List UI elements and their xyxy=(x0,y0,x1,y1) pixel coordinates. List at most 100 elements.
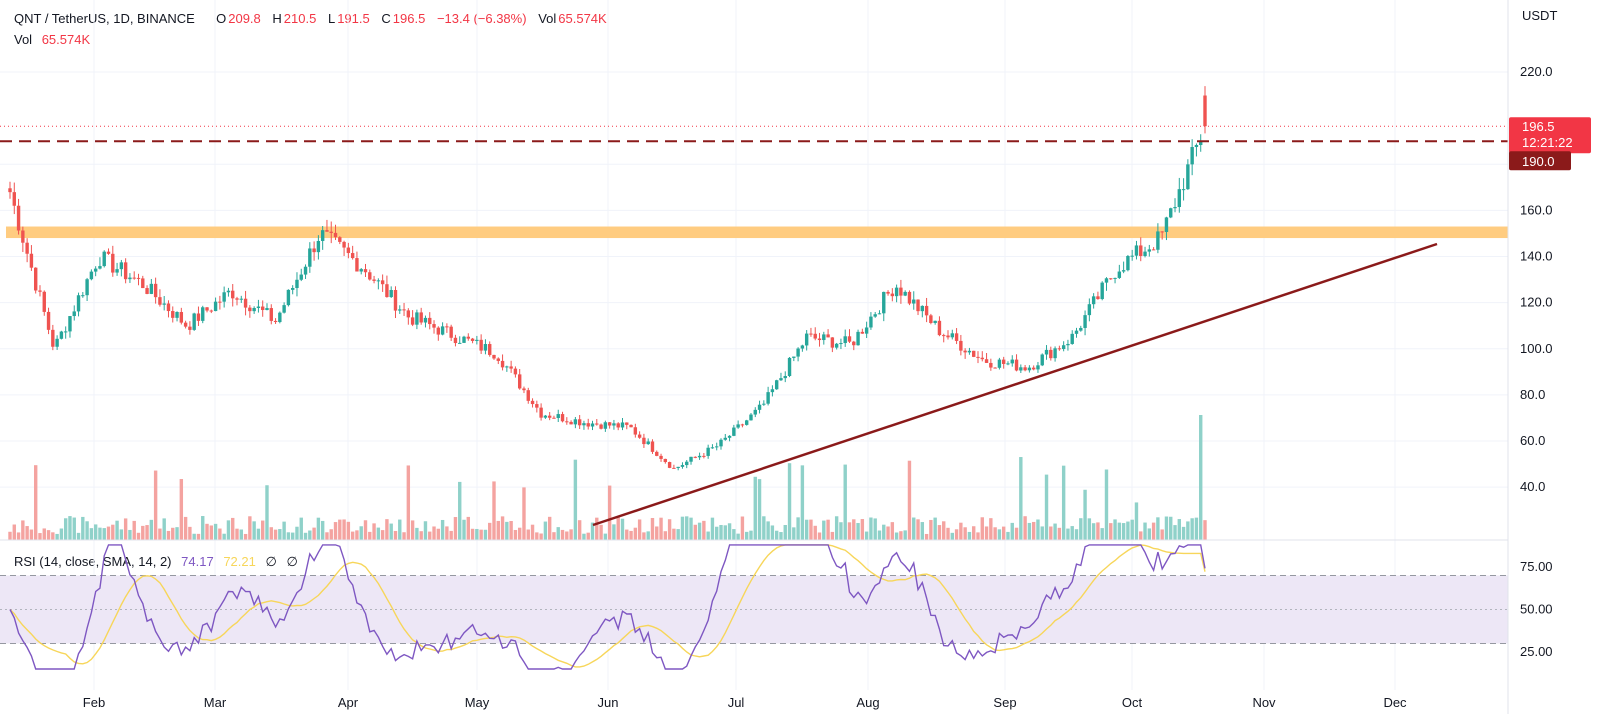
volume-bar xyxy=(488,522,492,540)
candle-body xyxy=(235,298,239,300)
volume-bar xyxy=(235,528,239,540)
candle-body xyxy=(402,309,406,311)
volume-bar xyxy=(603,533,608,540)
volume-bar xyxy=(697,522,702,540)
candle-body xyxy=(492,354,496,359)
volume-bar xyxy=(912,517,916,540)
rsi-line xyxy=(9,544,1206,670)
volume-bar xyxy=(522,487,526,540)
volume-bar xyxy=(342,519,346,540)
volume-bar xyxy=(132,520,136,540)
candle-body xyxy=(102,251,106,267)
candle-body xyxy=(929,315,933,323)
candle-body xyxy=(526,390,530,401)
volume-bar xyxy=(1160,529,1164,540)
volume-bar xyxy=(612,524,616,540)
volume-bar xyxy=(166,530,171,540)
volume-bar xyxy=(539,533,543,540)
candle-body xyxy=(959,340,963,351)
volume-bar xyxy=(1147,528,1152,540)
price-axis[interactable]: USDT 220.0 160.0 140.0 120.0 100.0 80.0 60.0 40.… xyxy=(1520,8,1557,494)
volume-bar xyxy=(762,516,766,540)
volume-bar xyxy=(920,522,925,540)
candle-body xyxy=(500,360,505,368)
candle-body xyxy=(8,188,12,193)
candle-body xyxy=(1087,304,1092,316)
volume-bar xyxy=(63,518,68,540)
volume-bar xyxy=(428,531,432,540)
candle-body xyxy=(1113,277,1117,279)
candle-body xyxy=(950,333,954,338)
candle-body xyxy=(984,359,989,363)
hidden-plot-icon: ∅ xyxy=(265,554,277,569)
candle-body xyxy=(423,317,428,323)
volume-bar xyxy=(1169,516,1173,540)
candle-body xyxy=(706,447,710,456)
volume-bar xyxy=(136,532,141,540)
volume-bar xyxy=(201,516,205,540)
candle-body xyxy=(697,455,702,458)
rsi-tick-label: 25.00 xyxy=(1520,644,1553,659)
volume-bar xyxy=(252,521,256,540)
volume-bar xyxy=(496,520,500,540)
volume-bar xyxy=(145,525,149,540)
candle-body xyxy=(736,424,740,428)
volume-bar xyxy=(55,533,59,540)
volume-bar xyxy=(792,527,796,540)
trendline[interactable] xyxy=(592,242,1438,527)
candle-body xyxy=(359,269,363,272)
volume-bar xyxy=(560,529,565,540)
rsi-axis[interactable]: 75.00 50.00 25.00 xyxy=(1520,559,1553,659)
candle-body xyxy=(792,356,796,358)
volume-bar xyxy=(42,528,46,540)
candle-body xyxy=(1031,367,1036,370)
volume-bar xyxy=(509,520,513,540)
volume-bar xyxy=(753,476,757,540)
countdown-label: 12:21:22 xyxy=(1522,135,1573,150)
candle-body xyxy=(419,312,423,323)
candle-body xyxy=(59,331,64,339)
candle-body xyxy=(475,339,479,341)
volume-bar xyxy=(796,517,800,540)
candle-body xyxy=(29,253,34,268)
volume-bar xyxy=(402,532,406,540)
candle-body xyxy=(269,308,273,321)
volume-bar xyxy=(625,529,629,540)
time-tick-label: Apr xyxy=(338,695,359,710)
volume-bar xyxy=(1143,522,1147,540)
volume-bar xyxy=(976,532,980,540)
candle-body xyxy=(633,427,638,435)
symbol-title[interactable]: QNT / TetherUS, 1D, BINANCE xyxy=(14,11,195,26)
rsi-legend[interactable]: RSI (14, close, SMA, 14, 2) 74.17 72.21 … xyxy=(14,554,300,570)
volume-bar xyxy=(817,532,822,540)
candle-body xyxy=(376,280,381,282)
volume-bar xyxy=(569,529,573,540)
candle-body xyxy=(303,266,308,275)
volume-bar xyxy=(530,524,535,540)
volume-bar xyxy=(676,529,680,540)
candle-body xyxy=(702,455,706,457)
candle-body xyxy=(1049,349,1053,359)
candle-body xyxy=(1010,359,1014,364)
candle-body xyxy=(338,237,342,242)
candle-body xyxy=(1117,271,1122,278)
volume-bar xyxy=(967,531,972,540)
candle-body xyxy=(410,317,415,325)
volume-legend[interactable]: Vol 65.574K xyxy=(14,32,92,47)
volume-bar xyxy=(890,522,895,540)
volume-bar xyxy=(1049,526,1053,540)
candle-body xyxy=(1126,256,1130,271)
volume-bar xyxy=(141,525,145,540)
volume-bar xyxy=(192,533,196,540)
candle-body xyxy=(877,313,882,315)
time-axis[interactable]: Feb Mar Apr May Jun Jul Aug Sep Oct Nov Dec xyxy=(83,695,1407,710)
volume-bar xyxy=(123,518,128,540)
volume-bar xyxy=(800,465,805,540)
candle-body xyxy=(817,338,822,341)
candle-body xyxy=(162,303,166,305)
time-tick-label: Aug xyxy=(856,695,879,710)
candle-body xyxy=(119,262,124,270)
current-price-label: 196.5 xyxy=(1522,119,1555,134)
candle-body xyxy=(479,339,483,351)
